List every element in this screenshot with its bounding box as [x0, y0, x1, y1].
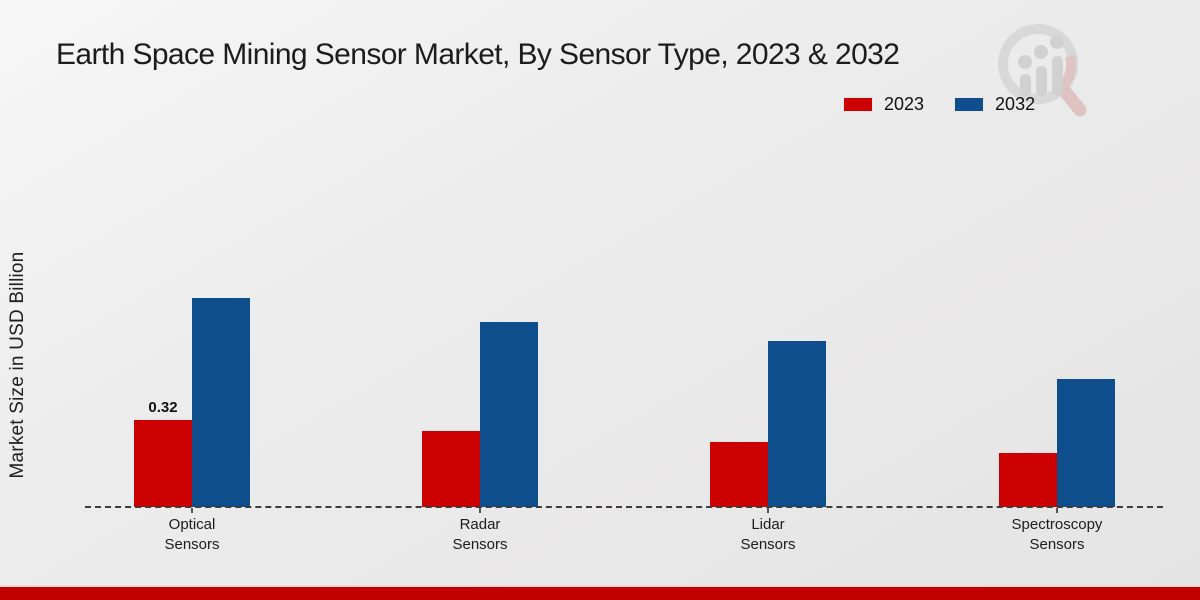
bar-2032-optical-sensors — [192, 298, 250, 507]
category-label-optical-sensors: Optical Sensors — [164, 516, 220, 554]
x-axis-tick — [1056, 508, 1058, 513]
legend-swatch-2023 — [843, 97, 873, 112]
magnifier-growth-chart-watermark-icon — [998, 24, 1087, 117]
bar-2023-optical-sensors — [134, 420, 192, 507]
legend-item-2032: 2032 — [954, 94, 1035, 115]
x-axis-tick — [767, 508, 769, 513]
footer-accent-bar — [0, 585, 1200, 600]
category-label-radar-sensors: Radar Sensors — [452, 516, 508, 554]
x-axis-baseline — [85, 506, 1163, 508]
bar-2032-lidar-sensors — [768, 341, 826, 507]
legend-label-2023: 2023 — [884, 94, 925, 114]
legend-item-2023: 2023 — [843, 94, 924, 115]
x-axis-tick — [191, 508, 193, 513]
x-axis-tick — [479, 508, 481, 513]
category-label-lidar-sensors: Lidar Sensors — [740, 516, 796, 554]
bar-2023-spectroscopy-sensors — [999, 453, 1057, 507]
legend-swatch-2032 — [954, 97, 985, 112]
chart-title: Earth Space Mining Sensor Market, By Sen… — [56, 38, 900, 71]
bar-2032-spectroscopy-sensors — [1057, 379, 1115, 507]
bar-2023-radar-sensors — [422, 431, 480, 507]
legend-label-2032: 2032 — [995, 94, 1036, 114]
category-label-spectroscopy-sensors: Spectroscopy Sensors — [1011, 516, 1103, 554]
bar-2023-lidar-sensors — [710, 442, 768, 507]
bar-2032-radar-sensors — [480, 322, 538, 507]
bar-value-label: 0.32 — [148, 399, 178, 416]
legend: 2023 2032 — [843, 94, 1035, 115]
